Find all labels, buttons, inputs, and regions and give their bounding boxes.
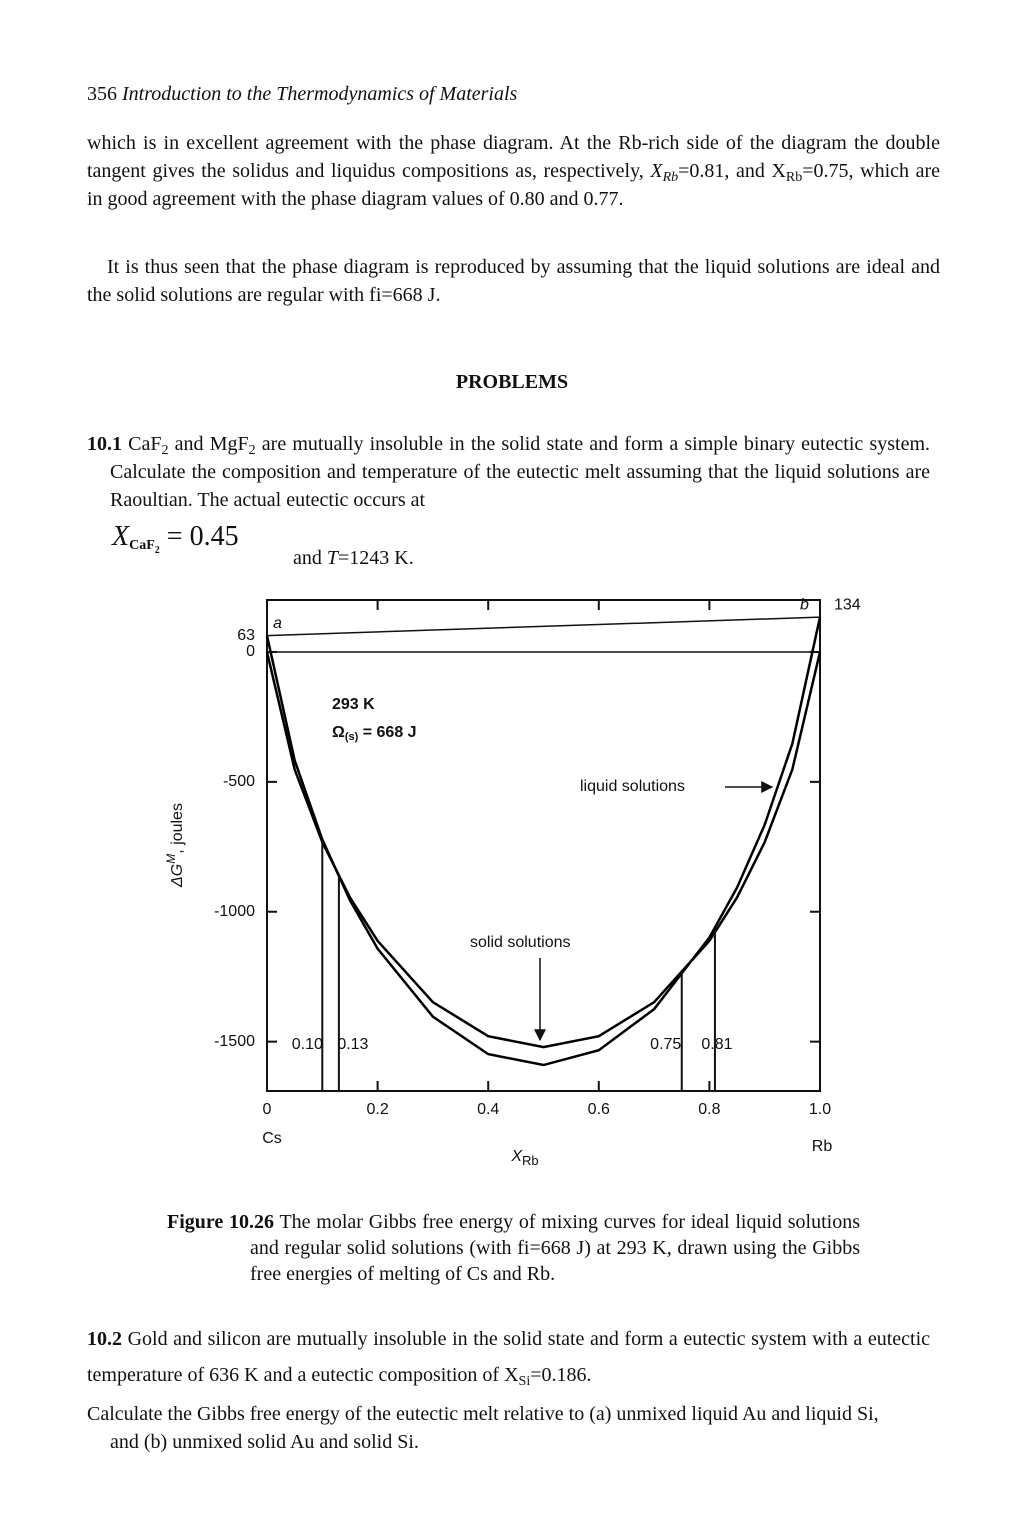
y-label-superscript: M [164,854,178,864]
marker-label: 0.10 [292,1036,323,1053]
y-label-text: , joules [169,803,186,854]
subscript: (s) [345,731,359,743]
caption-text: The molar Gibbs free energy of mixing cu… [250,1211,861,1285]
x-tick-label: 0.8 [698,1101,720,1118]
y-tick-label: -1000 [214,903,255,920]
y-tick-label: -1500 [214,1033,255,1050]
symbol: X [650,160,663,182]
x-end-label: Rb [812,1138,833,1155]
running-header: 356 Introduction to the Thermodynamics o… [87,80,517,108]
text: are mutually insoluble in the solid stat… [110,433,930,511]
problem-number: 10.2 [87,1328,122,1350]
text: which is in excellent agreement with the… [87,132,940,182]
symbol: Ω [332,724,345,741]
marker-label: 0.81 [701,1036,732,1053]
annotation: 293 K [332,696,375,713]
paragraph: It is thus seen that the phase diagram i… [87,256,940,306]
figure-caption: Figure 10.26 The molar Gibbs free energy… [167,1209,861,1287]
marker-label: 0.75 [650,1036,681,1053]
annotation: Ω(s) = 668 J [332,724,417,743]
section-heading: PROBLEMS [455,371,569,393]
formula: XCaF2 = 0.45 [112,520,239,556]
reference-line [266,616,821,637]
text: Gold and silicon are mutually insoluble … [87,1328,931,1386]
curve [265,616,822,1067]
curve [265,651,822,1049]
symbol: T [326,547,339,569]
text: = 668 J [358,724,416,741]
subscript: Rb [785,170,803,185]
text: =0.81, and X [678,160,786,182]
y-tick-label: -500 [223,773,255,790]
subscript: 2 [154,545,160,556]
subscript: Si [518,1374,531,1389]
x-tick-label: 1.0 [809,1101,831,1118]
page-number: 356 [87,83,117,105]
caption-label: Figure 10.26 [167,1211,275,1233]
text: and [293,547,327,569]
text: and MgF [168,433,249,455]
symbol: X [112,521,130,552]
plot-frame [266,599,821,1092]
x-end-label: Cs [262,1130,282,1147]
x-label-symbol: X [510,1148,523,1165]
text: =0.186. [530,1364,592,1386]
x-tick-label: 0.6 [588,1101,610,1118]
x-tick-label: 0 [263,1101,272,1118]
paragraph: which is in excellent agreement with the… [87,129,940,213]
point-label: a [273,615,282,632]
x-axis-label: XRb [510,1148,538,1168]
subscript: 2 [161,443,169,458]
problem-number: 10.1 [87,433,122,455]
subscript: 2 [248,443,256,458]
book-title: Introduction to the Thermodynamics of Ma… [122,83,518,105]
series-label: liquid solutions [580,778,685,795]
marker-label: 0.13 [337,1036,368,1053]
problem: 10.1 CaF2 and MgF2 are mutually insolubl… [87,430,930,514]
text: = 0.45 [159,521,239,552]
x-label-subscript: Rb [522,1153,539,1168]
reference-label: 134 [834,596,861,613]
text: =1243 K. [338,547,414,569]
text: =0.75, which are in good agreement with … [87,160,940,210]
series-label: solid solutions [470,934,571,951]
text: CaF [128,433,162,455]
text: and T=1243 K. [293,544,414,572]
x-tick-label: 0.4 [477,1101,499,1118]
problem: 10.2 Gold and silicon are mutually insol… [87,1321,930,1393]
y-label-symbol: ΔG [169,864,186,888]
reference-label: 63 [237,627,255,644]
subscript: Rb [662,170,679,185]
paragraph: Calculate the Gibbs free energy of the e… [87,1403,879,1453]
x-tick-label: 0.2 [366,1101,388,1118]
y-axis-label: ΔGM, joules [164,803,186,888]
y-tick-label: 0 [246,643,255,660]
point-label: b [800,596,809,613]
subscript: CaF [129,538,155,553]
